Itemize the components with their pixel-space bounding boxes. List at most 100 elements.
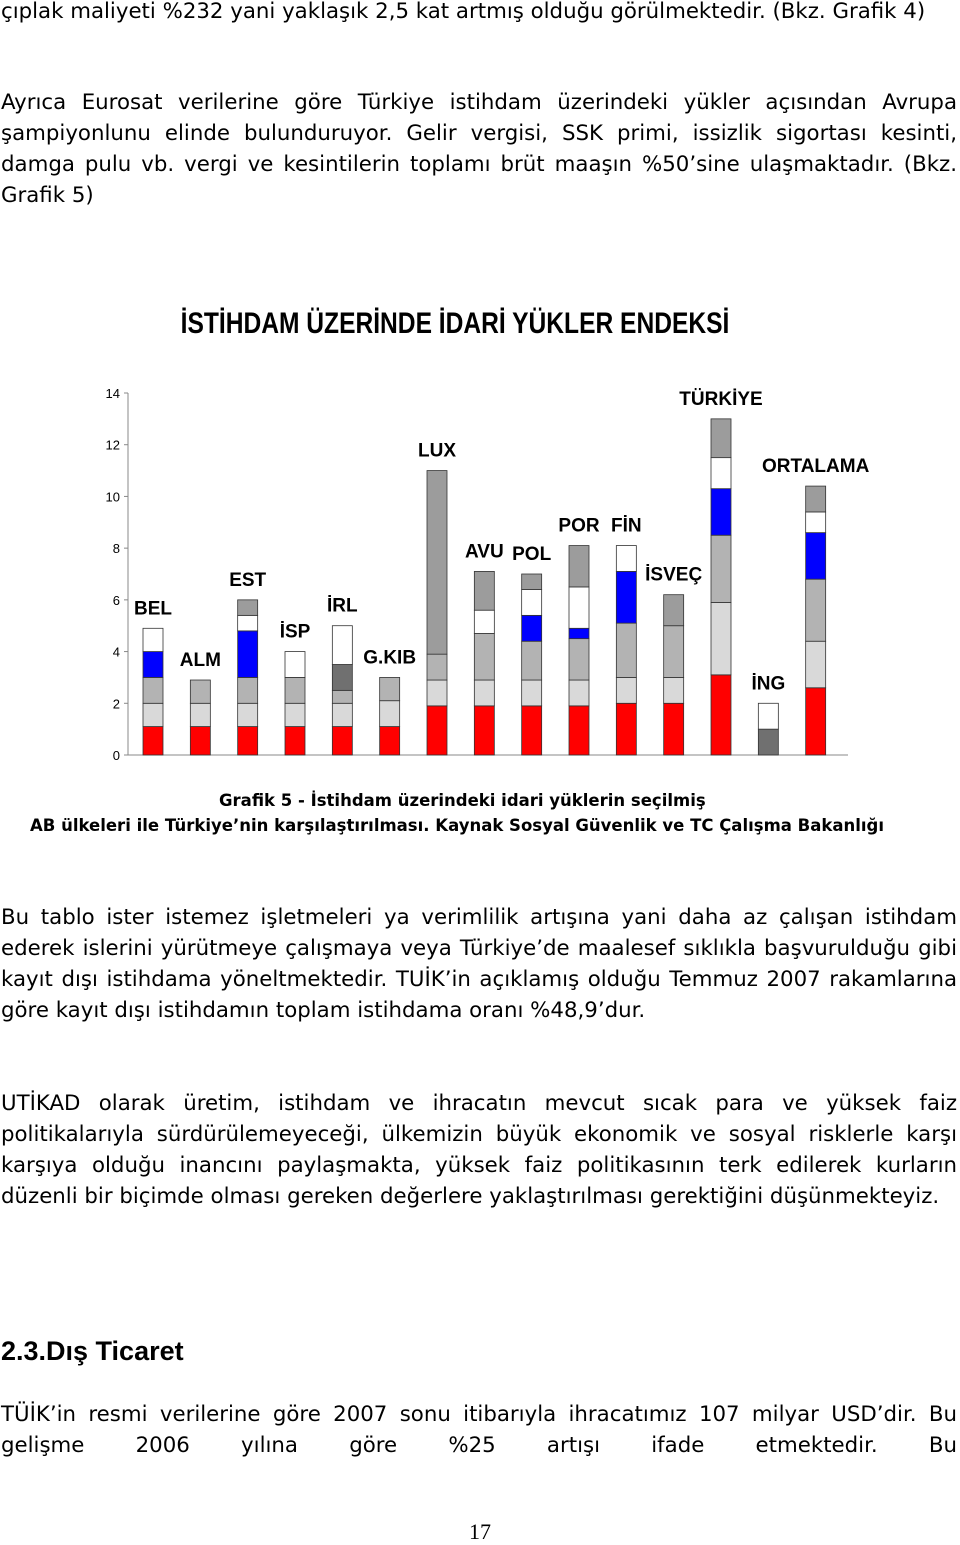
bar-segment [237, 726, 259, 756]
bar-segment [331, 726, 353, 756]
paragraph: Ayrıca Eurosat verilerine göre Türkiye i… [1, 90, 957, 208]
bar-segment [473, 609, 495, 634]
bar-label: İSP [280, 622, 311, 643]
bar-segment [521, 573, 543, 590]
bar-segment [568, 705, 590, 756]
y-tick-label: 12 [106, 438, 120, 453]
bar-segment [237, 599, 259, 616]
bar-label: POR [558, 516, 599, 537]
bar-label: İNG [751, 673, 785, 694]
bar-label: G.KIB [363, 647, 416, 668]
bar-label: EST [229, 570, 266, 591]
bar-segment [521, 640, 543, 681]
y-tick-label: 6 [113, 593, 120, 608]
bar-segment [379, 677, 401, 702]
bar-segment [615, 571, 637, 624]
y-tick-label: 4 [113, 645, 120, 660]
bar-segment [189, 702, 211, 727]
caption: AB ülkeleri ile Türkiye’nin karşılaştırı… [30, 816, 884, 835]
bar-segment [757, 702, 779, 730]
bar-label: İRL [327, 596, 358, 617]
y-tick-label: 2 [113, 696, 120, 711]
bar-label: FİN [611, 516, 642, 537]
bar-segment [189, 726, 211, 756]
bar-segment [568, 638, 590, 681]
bar-segment [473, 571, 495, 611]
bar-segment [142, 726, 164, 756]
bar-label: ORTALAMA [762, 456, 870, 477]
bar-segment [237, 630, 259, 678]
bar-segment [521, 679, 543, 707]
bar-segment [805, 532, 827, 580]
bar-segment [805, 687, 827, 756]
bar-segment [805, 640, 827, 689]
bar-segment [142, 702, 164, 727]
bar-segment [284, 677, 306, 704]
bar-segment [615, 545, 637, 572]
bar-segment [568, 545, 590, 588]
chart: İSTİHDAM ÜZERİNDE İDARİ YÜKLER ENDEKSİ 0… [106, 306, 870, 763]
bar-segment [805, 578, 827, 642]
bar-segment [521, 589, 543, 616]
bar-segment [237, 702, 259, 727]
bar-segment [663, 677, 685, 704]
bar-label: İSVEÇ [645, 565, 702, 586]
bar-label: ALM [180, 650, 221, 671]
bar-segment [284, 702, 306, 727]
bar-segment [189, 679, 211, 704]
bar-segment [426, 705, 448, 756]
bar-segment [142, 677, 164, 704]
bar-segment [426, 653, 448, 681]
bar-segment [284, 726, 306, 756]
bar-segment [710, 534, 732, 603]
bar-segment [710, 457, 732, 490]
bar-segment [521, 614, 543, 642]
bar-label: AVU [465, 541, 504, 562]
bar-segment [663, 625, 685, 678]
bar-segment [710, 418, 732, 459]
paragraph: UTİKAD olarak üretim, istihdam ve ihraca… [1, 1091, 957, 1209]
bar-segment [142, 627, 164, 652]
bar-segment [237, 614, 259, 632]
bar-segment [568, 586, 590, 629]
bar-segment [331, 689, 353, 704]
bar-label: BEL [134, 598, 172, 619]
bar-segment [426, 679, 448, 707]
bar-segment [426, 470, 448, 655]
bar-segment [710, 488, 732, 536]
bar-segment [568, 627, 590, 640]
bar-segment [473, 679, 495, 707]
bar-segment [331, 664, 353, 691]
bar-segment [331, 625, 353, 665]
bar-segment [568, 679, 590, 707]
bar-segment [379, 726, 401, 756]
bar-segment [142, 651, 164, 678]
y-tick-label: 0 [113, 748, 120, 763]
bar-segment [805, 511, 827, 534]
paragraph: Bu tablo ister istemez işletmeleri ya ve… [1, 905, 957, 1023]
bar-segment [615, 622, 637, 678]
y-tick-label: 10 [106, 489, 120, 504]
bar-segment [379, 700, 401, 727]
bar-label: TÜRKİYE [679, 389, 762, 410]
bar-segment [284, 651, 306, 678]
bar-segment [331, 702, 353, 727]
chart-title: İSTİHDAM ÜZERİNDE İDARİ YÜKLER ENDEKSİ [181, 306, 730, 340]
y-tick-label: 8 [113, 541, 120, 556]
bar-segment [473, 705, 495, 756]
page-number: 17 [469, 1519, 491, 1544]
bar-segment [473, 633, 495, 681]
caption: Grafik 5 - İstihdam üzerindeki idari yük… [219, 791, 706, 810]
paragraph: çıplak maliyeti %232 yani yaklaşık 2,5 k… [1, 0, 926, 24]
bar-segment [663, 702, 685, 756]
bar-segment [615, 677, 637, 704]
bar-segment [615, 702, 637, 756]
y-tick-label: 14 [106, 386, 120, 401]
bar-segment [521, 705, 543, 756]
paragraph: TÜİK’in resmi verilerine göre 2007 sonu … [1, 1402, 957, 1458]
bar-segment [663, 594, 685, 627]
bar-segment [710, 674, 732, 756]
heading: 2.3.Dış Ticaret [1, 1336, 184, 1366]
bar-segment [757, 728, 779, 756]
